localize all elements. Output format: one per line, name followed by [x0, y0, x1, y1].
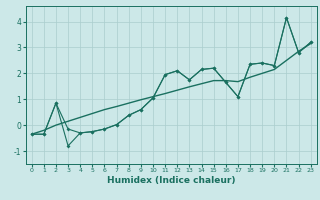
X-axis label: Humidex (Indice chaleur): Humidex (Indice chaleur) [107, 176, 236, 185]
